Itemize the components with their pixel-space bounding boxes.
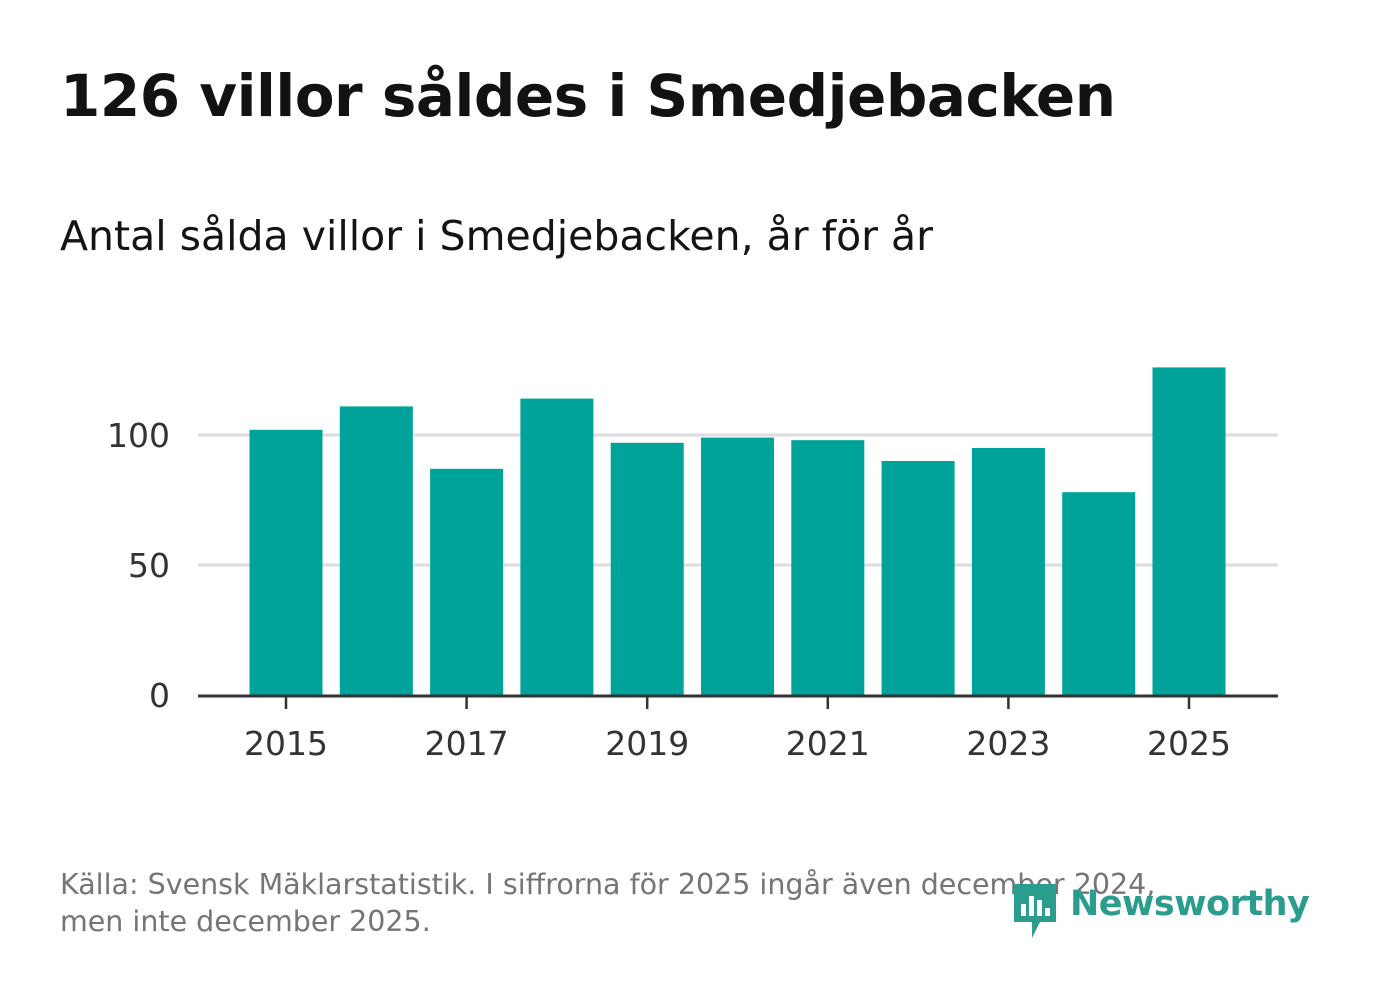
bars bbox=[249, 367, 1226, 695]
x-tick-label: 2017 bbox=[425, 724, 509, 763]
bar-2025 bbox=[1152, 367, 1226, 695]
bar-2021 bbox=[791, 440, 865, 695]
y-tick-label: 50 bbox=[128, 546, 170, 585]
newsworthy-logo: Newsworthy bbox=[1010, 876, 1310, 940]
newsworthy-logo-text: Newsworthy bbox=[1070, 884, 1310, 924]
bar-2024 bbox=[1062, 492, 1136, 695]
x-tick-label: 2021 bbox=[786, 724, 870, 763]
bar-2017 bbox=[430, 468, 504, 695]
x-tick-label: 2023 bbox=[966, 724, 1050, 763]
bar-2016 bbox=[339, 406, 413, 695]
source-note: Källa: Svensk Mäklarstatistik. I siffror… bbox=[60, 866, 1260, 940]
x-tick-label: 2015 bbox=[244, 724, 328, 763]
chart-title: 126 villor såldes i Smedjebacken bbox=[60, 62, 1116, 130]
y-tick-label: 0 bbox=[149, 676, 170, 715]
y-tick-label: 100 bbox=[107, 416, 170, 455]
x-axis bbox=[198, 694, 1278, 709]
bar-2015 bbox=[249, 429, 323, 695]
bar-2023 bbox=[971, 448, 1045, 695]
bar-2020 bbox=[701, 437, 774, 695]
source-line-2: men inte december 2025. bbox=[60, 905, 431, 938]
x-tick-label: 2025 bbox=[1147, 724, 1231, 763]
bar-2018 bbox=[520, 398, 594, 695]
bar-2022 bbox=[881, 461, 955, 695]
chart-subtitle: Antal sålda villor i Smedjebacken, år fö… bbox=[60, 212, 934, 260]
newsworthy-logo-icon bbox=[1014, 884, 1056, 938]
bar-2019 bbox=[610, 442, 684, 695]
x-tick-label: 2019 bbox=[605, 724, 689, 763]
source-line-1: Källa: Svensk Mäklarstatistik. I siffror… bbox=[60, 868, 1156, 901]
tick-labels: 0 50 100 2015 2017 2019 2021 2023 2025 bbox=[107, 416, 1231, 763]
